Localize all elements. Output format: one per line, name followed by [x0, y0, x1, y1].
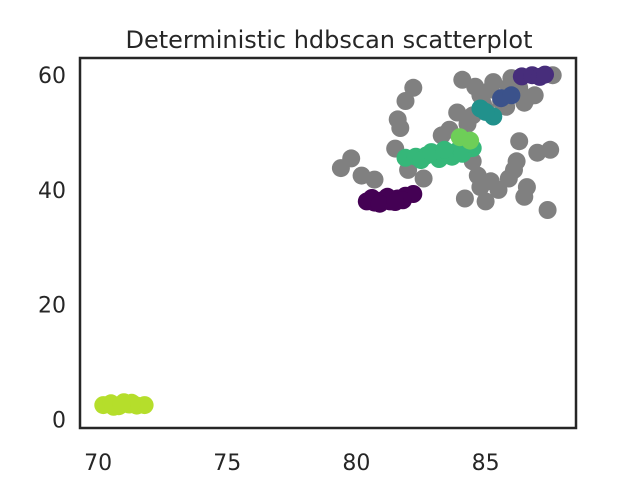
- scatter-point-noise-31: [541, 140, 560, 159]
- scatter-point-cluster_blue-1: [502, 86, 521, 105]
- scatter-point-noise-26: [510, 132, 529, 151]
- x-axis: 70 75 80 85: [84, 451, 500, 476]
- scatter-point-noise-7: [396, 92, 415, 110]
- scatter-point-cluster_darkpurple-10: [370, 194, 389, 213]
- scatter-point-noise-30: [538, 201, 557, 219]
- points-layer: [94, 65, 562, 416]
- scatter-point-noise-6: [391, 119, 410, 137]
- y-tick-label: 60: [38, 64, 66, 89]
- scatter-point-noise-44: [484, 73, 503, 92]
- y-axis: 0 20 40 60: [38, 64, 66, 433]
- scatter-point-noise-8: [404, 78, 423, 97]
- scatter-point-noise-40: [466, 77, 485, 96]
- scatter-point-noise-17: [455, 189, 474, 208]
- x-tick-label: 80: [342, 451, 370, 476]
- scatter-point-noise-25: [507, 152, 526, 171]
- scatter-point-cluster_indigo-3: [536, 65, 554, 84]
- scatter-point-cluster_lime-9: [112, 395, 131, 414]
- scatter-point-noise-10: [414, 169, 433, 188]
- scatter-point-cluster_teal-2: [476, 102, 495, 121]
- scatter-point-cluster_green-13: [435, 140, 454, 159]
- plot-frame: [78, 56, 578, 430]
- scatter-point-noise-1: [342, 149, 361, 168]
- y-tick-label: 40: [38, 179, 66, 204]
- scatter-point-cluster_lightgreen-1: [461, 131, 480, 150]
- scatter-point-noise-3: [365, 170, 384, 189]
- scatter-point-noise-22: [489, 180, 508, 199]
- scatter-point-cluster_darkpurple-11: [386, 193, 405, 211]
- scatter-point-noise-13: [448, 103, 467, 122]
- x-tick-label: 85: [472, 451, 500, 476]
- y-tick-label: 20: [38, 294, 66, 319]
- y-tick-label: 0: [52, 408, 66, 433]
- x-tick-label: 70: [84, 451, 112, 476]
- scatter-point-noise-20: [476, 192, 495, 211]
- scatter-point-noise-28: [517, 178, 536, 197]
- x-tick-label: 75: [213, 451, 241, 476]
- chart-title: Deterministic hdbscan scatterplot: [126, 26, 533, 54]
